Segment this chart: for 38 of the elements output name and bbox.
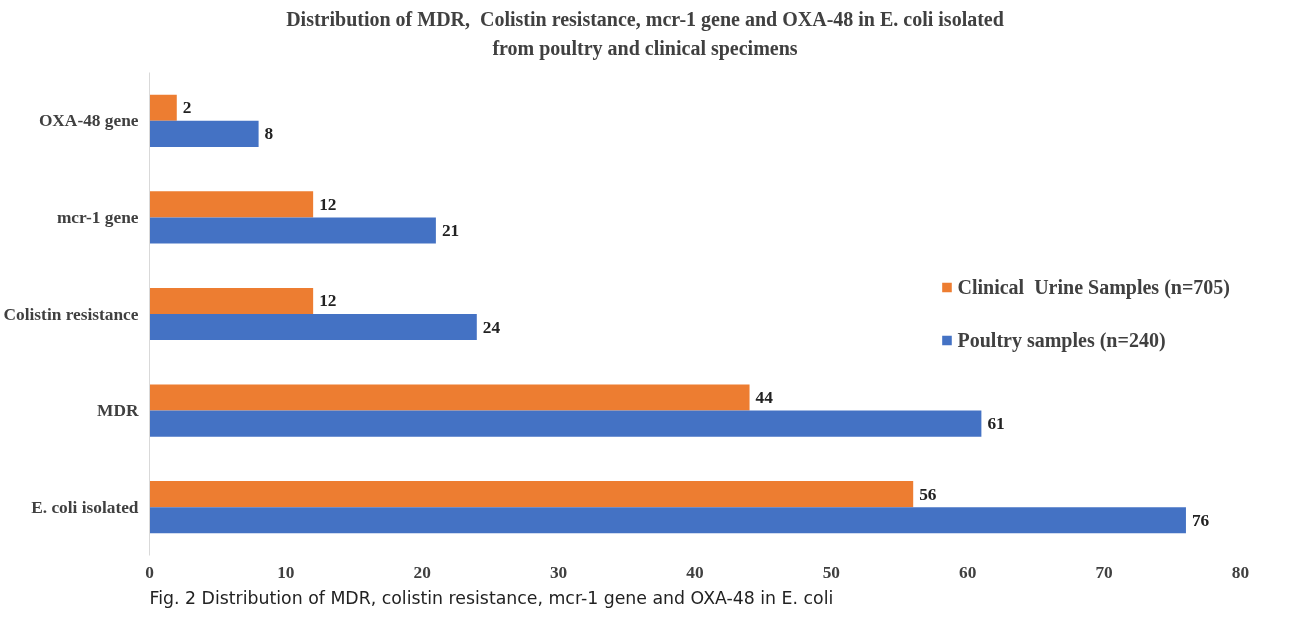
bar: [149, 410, 982, 437]
data-label: 21: [441, 221, 460, 241]
data-label: 61: [987, 414, 1005, 434]
bar: [149, 191, 314, 218]
bar: [149, 120, 259, 148]
legend-label: Clinical Urine Samples (n=705): [957, 275, 1230, 299]
x-tick-label: 30: [549, 562, 568, 582]
data-label: 8: [264, 124, 274, 144]
y-tick-label: mcr-1 gene: [56, 208, 139, 228]
y-tick-label: E. coli isolated: [31, 497, 139, 517]
y-tick-label: OXA-48 gene: [38, 111, 139, 131]
legend-label: Poultry samples (n=240): [957, 328, 1166, 352]
data-label: 24: [482, 317, 501, 337]
data-label: 56: [919, 484, 937, 504]
bar: [149, 217, 436, 244]
data-label: 76: [1191, 510, 1210, 530]
y-tick-label: Colistin resistance: [3, 304, 139, 324]
bar: [149, 94, 177, 121]
x-tick-label: 0: [145, 562, 154, 582]
bar: [149, 314, 477, 341]
x-tick-label: 20: [413, 562, 431, 582]
x-tick-label: 40: [686, 562, 704, 582]
x-tick-label: 60: [959, 562, 977, 582]
data-label: 12: [319, 194, 337, 214]
bar: [149, 384, 750, 411]
chart-title: Distribution of MDR, Colistin resistance, mcr-1 gene and OXA-48 in E. coli isolated from poultry and clinical specimens: [286, 7, 1004, 62]
bar: [149, 481, 914, 508]
data-label: 2: [182, 98, 192, 118]
bar: [149, 507, 1186, 534]
y-tick-label: MDR: [97, 401, 139, 421]
x-tick-label: 70: [1095, 562, 1113, 582]
x-tick-label: 50: [822, 562, 841, 582]
caption: Fig. 2 Distribution of MDR, colistin resistance, mcr-1 gene and OXA-48 in E. coli: [149, 587, 834, 608]
data-label: 44: [755, 388, 774, 408]
x-tick-label: 80: [1231, 562, 1250, 582]
x-tick-label: 10: [277, 562, 295, 582]
bar: [149, 288, 314, 315]
data-label: 12: [319, 291, 337, 311]
